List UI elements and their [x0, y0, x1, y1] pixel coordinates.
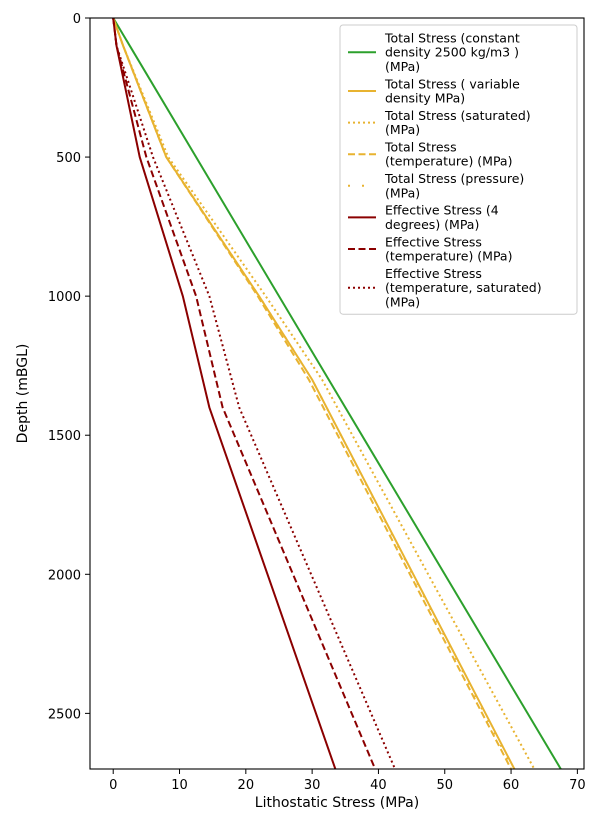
x-tick-label-1: 10 [171, 778, 188, 793]
plot-frame [89, 17, 585, 770]
x-tick-label-2: 20 [238, 778, 255, 793]
y-tick-label-1: 500 [56, 151, 81, 166]
legend-entry-5: Total Stress (pressure) (MPa) [384, 171, 524, 200]
series-line-6 [112, 18, 337, 769]
y-tick-label-5: 2500 [48, 707, 81, 722]
legend-entry-4: Total Stress (temperature) (MPa) [384, 140, 512, 169]
y-tick-label-0: 0 [73, 12, 81, 27]
series-line-1 [112, 18, 562, 769]
x-tick-label-0: 0 [109, 778, 117, 793]
x-tick-label-4: 40 [370, 778, 387, 793]
legend-entry-1: Total Stress (constant density 2500 kg/m3… [384, 31, 520, 74]
legend-entry-6: Effective Stress (4 degrees) (MPa) [385, 203, 499, 232]
legend-entry-7: Effective Stress (temperature) (MPa) [385, 234, 512, 263]
y-tick-label-4: 2000 [48, 568, 81, 583]
legend-entry-8: Effective Stress (temperature, saturated)… [385, 266, 542, 309]
y-tick-label-3: 1500 [48, 429, 81, 444]
series-line-7 [112, 18, 377, 769]
legend-box [339, 24, 578, 315]
x-tick-label-7: 70 [569, 778, 586, 793]
series-group [112, 18, 562, 769]
series-line-8 [112, 18, 396, 769]
x-tick-label-3: 30 [304, 778, 321, 793]
x-tick-label-5: 50 [436, 778, 453, 793]
y-tick-label-2: 1000 [48, 290, 81, 305]
legend: Total Stress (constant density 2500 kg/m3… [339, 24, 578, 315]
x-tick-label-6: 60 [503, 778, 520, 793]
legend-entry-2: Total Stress ( variable density MPa) [384, 76, 520, 105]
legend-entry-3: Total Stress (saturated) (MPa) [384, 108, 531, 137]
x-axis-label: Lithostatic Stress (MPa) [255, 795, 419, 811]
y-axis-label: Depth (mBGL) [15, 344, 31, 444]
series-line-4 [112, 18, 512, 769]
